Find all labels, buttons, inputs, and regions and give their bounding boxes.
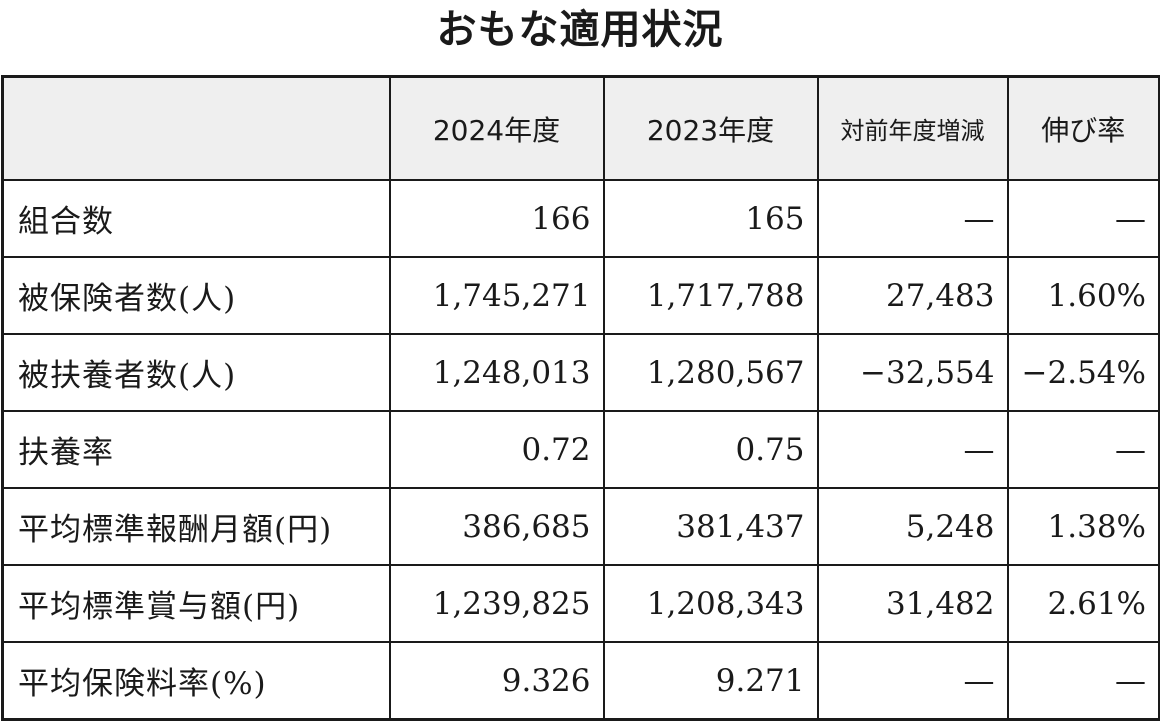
table-header-row: 2024年度 2023年度 対前年度増減 伸び率 [1,75,1160,181]
cell-fy2023: 1,717,788 [602,256,819,335]
cell-yoy-change: 27,483 [816,256,1009,335]
header-cell-fy2024: 2024年度 [388,75,605,181]
table-row: 扶養率 0.72 0.75 — — [1,410,1160,489]
cell-fy2024: 1,745,271 [388,256,605,335]
page-title: おもな適用状況 [436,7,724,53]
table-row: 平均標準報酬月額(円) 386,685 381,437 5,248 1.38% [1,487,1160,566]
row-label: 扶養率 [1,410,391,489]
table-row: 被扶養者数(人) 1,248,013 1,280,567 −32,554 −2.… [1,333,1160,412]
cell-yoy-change: −32,554 [816,333,1009,412]
cell-fy2024: 1,239,825 [388,564,605,643]
cell-growth-rate: −2.54% [1006,333,1160,412]
cell-fy2024: 0.72 [388,410,605,489]
cell-fy2023: 165 [602,179,819,258]
cell-growth-rate: — [1006,179,1160,258]
cell-fy2024: 386,685 [388,487,605,566]
row-label: 被保険者数(人) [1,256,391,335]
header-cell-yoy-change: 対前年度増減 [816,75,1009,181]
table-row: 組合数 166 165 — — [1,179,1160,258]
cell-yoy-change: 31,482 [816,564,1009,643]
cell-growth-rate: — [1006,410,1160,489]
cell-fy2023: 1,280,567 [602,333,819,412]
row-label: 平均標準賞与額(円) [1,564,391,643]
header-cell-fy2023: 2023年度 [602,75,819,181]
cell-fy2023: 1,208,343 [602,564,819,643]
cell-yoy-change: — [816,179,1009,258]
table-row: 被保険者数(人) 1,745,271 1,717,788 27,483 1.60… [1,256,1160,335]
cell-yoy-change: 5,248 [816,487,1009,566]
cell-growth-rate: 1.38% [1006,487,1160,566]
cell-fy2023: 0.75 [602,410,819,489]
cell-yoy-change: — [816,410,1009,489]
table-row: 平均標準賞与額(円) 1,239,825 1,208,343 31,482 2.… [1,564,1160,643]
cell-fy2024: 166 [388,179,605,258]
cell-growth-rate: 2.61% [1006,564,1160,643]
row-label: 組合数 [1,179,391,258]
cell-fy2023: 381,437 [602,487,819,566]
header-cell-growth-rate: 伸び率 [1006,75,1160,181]
application-status-table: 2024年度 2023年度 対前年度増減 伸び率 組合数 166 165 — —… [1,75,1160,721]
cell-fy2024: 1,248,013 [388,333,605,412]
row-label: 平均標準報酬月額(円) [1,487,391,566]
cell-growth-rate: 1.60% [1006,256,1160,335]
header-cell-blank [1,75,391,181]
row-label: 被扶養者数(人) [1,333,391,412]
